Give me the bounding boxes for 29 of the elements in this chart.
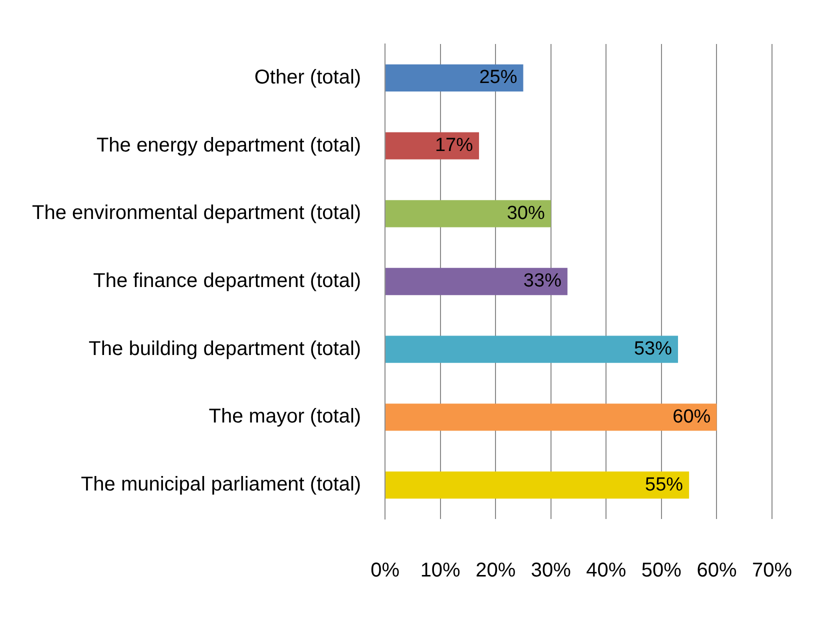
bar <box>386 64 524 92</box>
x-tick-label: 10% <box>420 560 461 582</box>
x-tick-label: 30% <box>530 560 572 582</box>
y-tick-label: The municipal parliament (total) <box>80 474 362 496</box>
bar <box>386 268 568 296</box>
bar <box>386 132 480 160</box>
y-tick-label: The mayor (total) <box>208 406 362 428</box>
x-tick-label: 20% <box>476 560 516 582</box>
bar <box>386 472 690 499</box>
y-tick-label: Other (total) <box>254 66 362 88</box>
data-label: 30% <box>506 202 545 224</box>
x-tick-label: 70% <box>752 560 792 582</box>
x-tick-label: 60% <box>696 560 737 582</box>
data-label: 60% <box>672 406 711 428</box>
data-label: 33% <box>523 270 562 292</box>
y-tick-label: The energy department (total) <box>96 134 362 156</box>
data-label: 53% <box>634 338 672 360</box>
bar <box>386 404 717 431</box>
x-tick-label: 0% <box>370 560 400 582</box>
y-tick-label: The environmental department (total) <box>32 202 362 224</box>
data-label: 17% <box>434 135 474 156</box>
bar <box>386 200 551 228</box>
x-tick-label: 40% <box>586 560 626 582</box>
data-label: 55% <box>645 474 684 496</box>
y-tick-label: The building department (total) <box>88 338 362 360</box>
bar <box>386 336 678 363</box>
data-label: 25% <box>479 67 518 88</box>
x-tick-label: 50% <box>641 560 682 582</box>
y-tick-label: The finance department (total) <box>93 270 362 292</box>
